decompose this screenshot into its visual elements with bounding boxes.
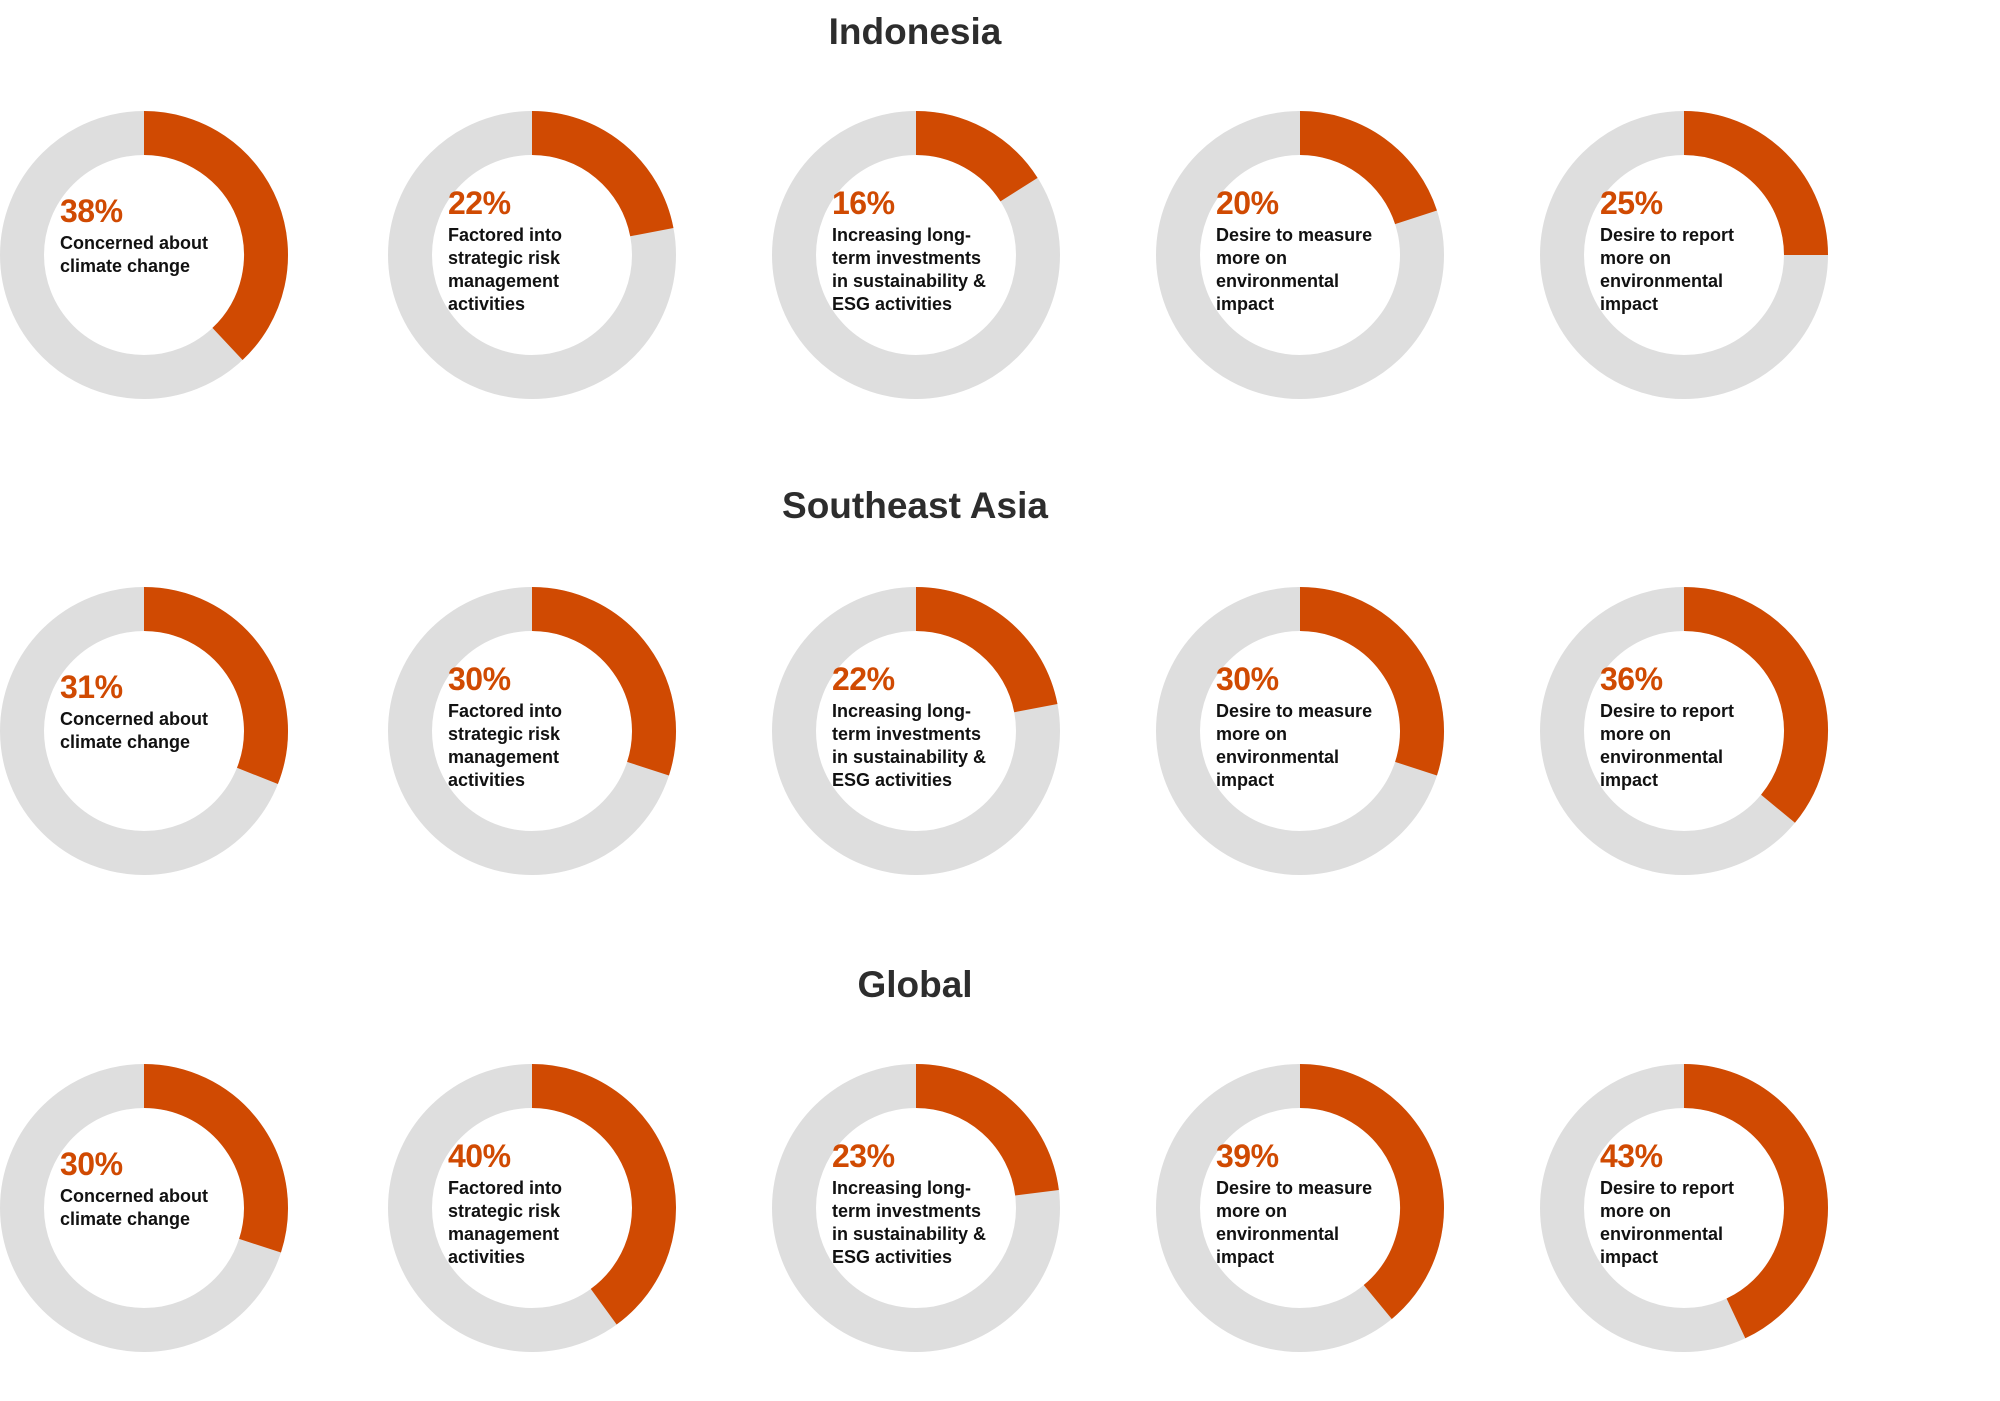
donut-chart: 40% Factored into strategic risk manageme… [388, 1064, 676, 1352]
donut-slice [1683, 587, 1828, 823]
donut-svg [772, 1064, 1060, 1352]
donut-svg [772, 111, 1060, 399]
donut-slice [531, 587, 676, 776]
donut-svg [388, 587, 676, 875]
value-label: 25% [1600, 185, 1663, 221]
section-title-global: Global [857, 964, 973, 1005]
category-label: Concerned about climate change [60, 1186, 209, 1229]
donut-chart: 31% Concerned about climate change [0, 587, 288, 875]
donut-svg [0, 1064, 288, 1352]
category-label: Concerned about climate change [60, 233, 209, 276]
donut-slice [531, 1064, 676, 1325]
donut-svg [1540, 587, 1828, 875]
section-title-indonesia: Indonesia [828, 11, 1002, 52]
category-label: Factored into strategic risk management … [448, 701, 563, 790]
category-label: Desire to measure more on environmental … [1216, 225, 1373, 314]
donut-svg [1540, 111, 1828, 399]
donut-svg [772, 587, 1060, 875]
donut-slice [1299, 111, 1437, 225]
donut-svg [1156, 1064, 1444, 1352]
category-label: Factored into strategic risk management … [448, 225, 563, 314]
donut-slice [1683, 111, 1828, 256]
donut-chart: 30% Concerned about climate change [0, 1064, 288, 1352]
category-label: Desire to report more on environmental i… [1600, 225, 1735, 314]
value-label: 40% [448, 1138, 511, 1174]
donut-slice [1299, 587, 1444, 776]
category-label: Desire to report more on environmental i… [1600, 701, 1735, 790]
donut-slice [143, 111, 288, 360]
donut-svg [1156, 587, 1444, 875]
category-label: Increasing long- term investments in sus… [832, 1178, 987, 1267]
donut-chart: 36% Desire to report more on environmenta… [1540, 587, 1828, 875]
donut-slice [531, 111, 674, 237]
category-label: Desire to report more on environmental i… [1600, 1178, 1735, 1267]
value-label: 30% [60, 1146, 123, 1182]
value-label: 22% [448, 185, 511, 221]
category-label: Increasing long- term investments in sus… [832, 701, 987, 790]
value-label: 23% [832, 1138, 895, 1174]
value-label: 43% [1600, 1138, 1663, 1174]
donut-chart: 30% Desire to measure more on environment… [1156, 587, 1444, 875]
donut-slice [915, 111, 1038, 202]
donut-svg [0, 587, 288, 875]
value-label: 38% [60, 193, 123, 229]
value-label: 36% [1600, 661, 1663, 697]
donut-chart: 22% Increasing long- term investments in … [772, 587, 1060, 875]
donut-slice [143, 587, 288, 784]
category-label: Increasing long- term investments in sus… [832, 225, 987, 314]
value-label: 22% [832, 661, 895, 697]
value-label: 16% [832, 185, 895, 221]
donut-chart: 22% Factored into strategic risk manageme… [388, 111, 676, 399]
donut-slice [915, 1064, 1059, 1197]
donut-chart: 23% Increasing long- term investments in … [772, 1064, 1060, 1352]
value-label: 20% [1216, 185, 1279, 221]
category-label: Desire to measure more on environmental … [1216, 1178, 1373, 1267]
category-label: Factored into strategic risk management … [448, 1178, 563, 1267]
donut-chart: 43% Desire to report more on environmenta… [1540, 1064, 1828, 1352]
donut-svg [1540, 1064, 1828, 1352]
section-title-southeast-asia: Southeast Asia [782, 485, 1048, 526]
donut-chart: 25% Desire to report more on environmenta… [1540, 111, 1828, 399]
donut-svg [1156, 111, 1444, 399]
donut-slice [1299, 1064, 1444, 1319]
donut-chart: 38% Concerned about climate change [0, 111, 288, 399]
donut-slice [1683, 1064, 1828, 1339]
value-label: 39% [1216, 1138, 1279, 1174]
category-label: Concerned about climate change [60, 709, 209, 752]
donut-chart: 20% Desire to measure more on environment… [1156, 111, 1444, 399]
donut-chart: 30% Factored into strategic risk manageme… [388, 587, 676, 875]
donut-svg [388, 1064, 676, 1352]
value-label: 30% [1216, 661, 1279, 697]
donut-slice [143, 1064, 288, 1253]
value-label: 31% [60, 669, 123, 705]
category-label: Desire to measure more on environmental … [1216, 701, 1373, 790]
donut-chart: 16% Increasing long- term investments in … [772, 111, 1060, 399]
value-label: 30% [448, 661, 511, 697]
donut-svg [0, 111, 288, 399]
donut-chart: 39% Desire to measure more on environment… [1156, 1064, 1444, 1352]
donut-slice [915, 587, 1058, 713]
donut-svg [388, 111, 676, 399]
